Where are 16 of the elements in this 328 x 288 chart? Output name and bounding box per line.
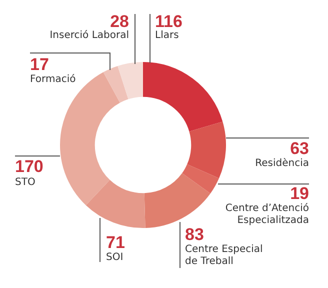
data-label: 116 [155,12,182,31]
data-label: 19 [290,184,309,203]
slice-label: Llars [155,30,179,41]
slice-label: Centre Especial de Treball [185,244,263,267]
data-label: 170 [15,157,44,176]
slice-label: SOI [106,252,124,263]
slice-label: Centre d’Atenció Especialitzada [225,203,309,226]
data-label: 17 [30,55,49,74]
slice-label: Formació [30,74,76,85]
data-label: 83 [185,225,204,244]
data-label: 28 [110,12,129,31]
data-label: 63 [290,139,309,158]
slice-label: Residència [255,158,309,169]
slice-label: STO [15,177,36,188]
data-label: 71 [106,233,125,252]
slice-label: Inserció Laboral [50,30,129,41]
